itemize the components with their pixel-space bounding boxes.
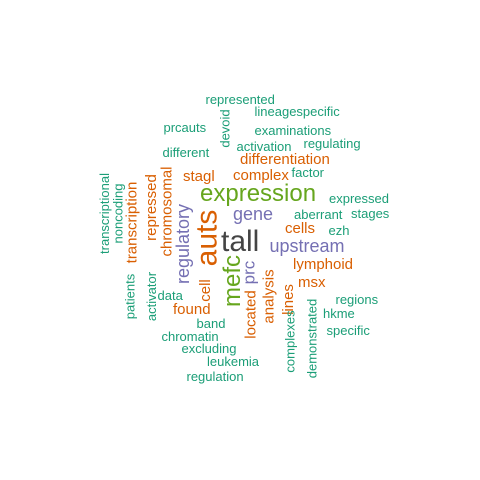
word-band: band <box>196 315 226 331</box>
word-different: different <box>162 144 210 160</box>
word-repressed: repressed <box>142 173 160 241</box>
word-hkme: hkme <box>323 305 355 321</box>
word-complex: complex <box>233 166 289 184</box>
word-msx: msx <box>298 273 326 291</box>
word-chromatin: chromatin <box>161 328 219 344</box>
word-noncoding: noncoding <box>110 183 126 243</box>
word-regulation: regulation <box>186 368 244 384</box>
word-represented: represented <box>205 91 275 107</box>
word-activator: activator <box>143 271 159 321</box>
word-specific: specific <box>326 322 370 338</box>
word-cell: cell <box>196 278 214 302</box>
word-expression: expression <box>200 180 317 207</box>
word-found: found <box>173 300 211 318</box>
word-lymphoid: lymphoid <box>293 255 354 273</box>
word-transcription: transcription <box>123 181 141 263</box>
word-located: located <box>242 289 260 339</box>
word-data: data <box>157 287 183 303</box>
word-gene: gene <box>233 204 274 224</box>
word-stages: stages <box>351 205 390 221</box>
word-prc: prc <box>239 260 259 284</box>
word-regulating: regulating <box>303 135 361 151</box>
word-ezh: ezh <box>328 222 350 238</box>
word-prcauts: prcauts <box>163 119 207 135</box>
word-excluding: excluding <box>181 340 237 356</box>
word-tall: tall <box>221 225 260 258</box>
word-regulatory: regulatory <box>173 203 194 285</box>
word-stagl: stagl <box>183 167 215 185</box>
word-chromosomal: chromosomal <box>158 165 176 257</box>
word-demonstrated: demonstrated <box>304 298 320 378</box>
word-activation: activation <box>236 138 292 154</box>
word-expressed: expressed <box>329 190 389 206</box>
word-upstream: upstream <box>269 236 345 256</box>
word-transcriptional: transcriptional <box>96 172 112 254</box>
word-cells: cells <box>285 219 316 237</box>
word-analysis: analysis <box>260 268 278 324</box>
word-auts: auts <box>189 209 223 267</box>
word-complexes: complexes <box>282 309 298 373</box>
word-factor: factor <box>291 164 325 180</box>
word-regions: regions <box>335 291 379 307</box>
word-differentiation: differentiation <box>240 150 330 168</box>
word-devoid: devoid <box>217 108 233 148</box>
word-lineagespecific: lineagespecific <box>254 103 340 119</box>
word-examinations: examinations <box>254 122 332 138</box>
word-aberrant: aberrant <box>294 206 343 222</box>
word-patients: patients <box>122 273 138 319</box>
word-leukemia: leukemia <box>207 353 260 369</box>
